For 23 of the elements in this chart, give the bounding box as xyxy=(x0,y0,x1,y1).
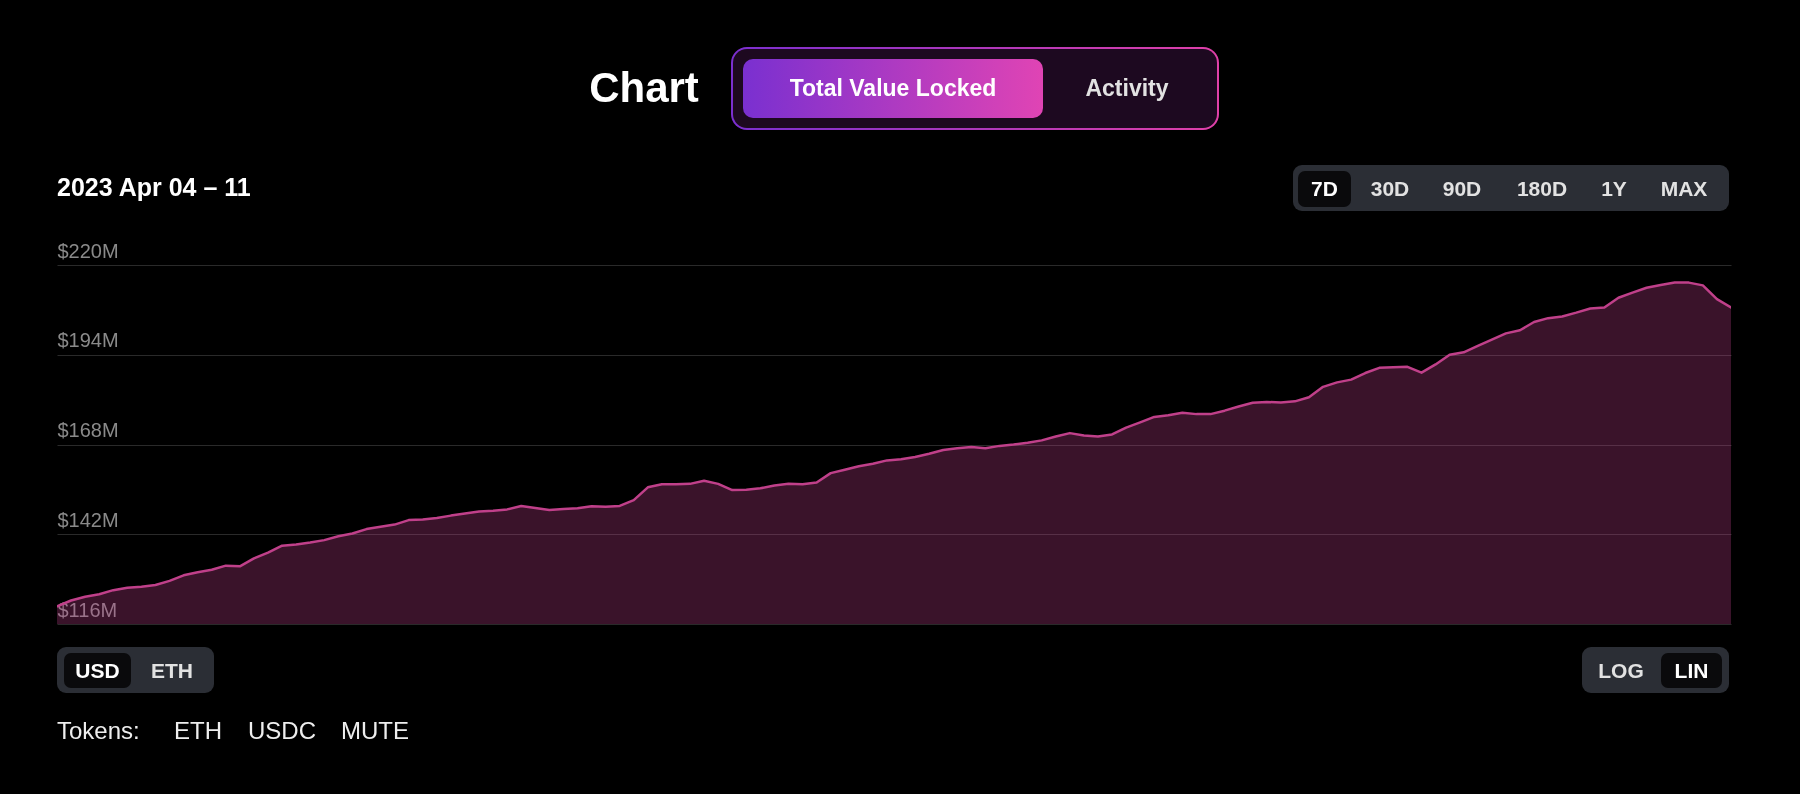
y-tick-label: $116M xyxy=(57,598,118,621)
y-tick-label: $220M xyxy=(57,239,119,262)
range-button: MAX xyxy=(1648,171,1720,207)
text: USDC xyxy=(248,717,317,745)
chart-title: Chart xyxy=(589,64,699,112)
text: ETH xyxy=(174,717,222,745)
y-tick-label: $142M xyxy=(57,508,119,531)
text: MUTE xyxy=(341,717,409,745)
scale-button: LOG xyxy=(1591,653,1651,688)
currency-button: USD xyxy=(64,653,131,688)
range-button: 7D xyxy=(1298,171,1351,207)
tab-button: Activity xyxy=(1043,59,1211,118)
range-button: 180D xyxy=(1502,171,1582,207)
tab-button: Total Value Locked xyxy=(743,59,1043,118)
range-button: 1Y xyxy=(1590,171,1638,207)
y-tick-label: $194M xyxy=(57,329,119,352)
scale-button: LIN xyxy=(1661,653,1722,688)
range-button: 90D xyxy=(1430,171,1494,207)
range-button: 30D xyxy=(1358,171,1422,207)
chart-subtitle: 2023 Apr 04 – 11 xyxy=(57,172,251,202)
currency-button: ETH xyxy=(142,653,202,688)
y-tick-label: $168M xyxy=(57,419,119,441)
text: Tokens: xyxy=(57,717,140,745)
